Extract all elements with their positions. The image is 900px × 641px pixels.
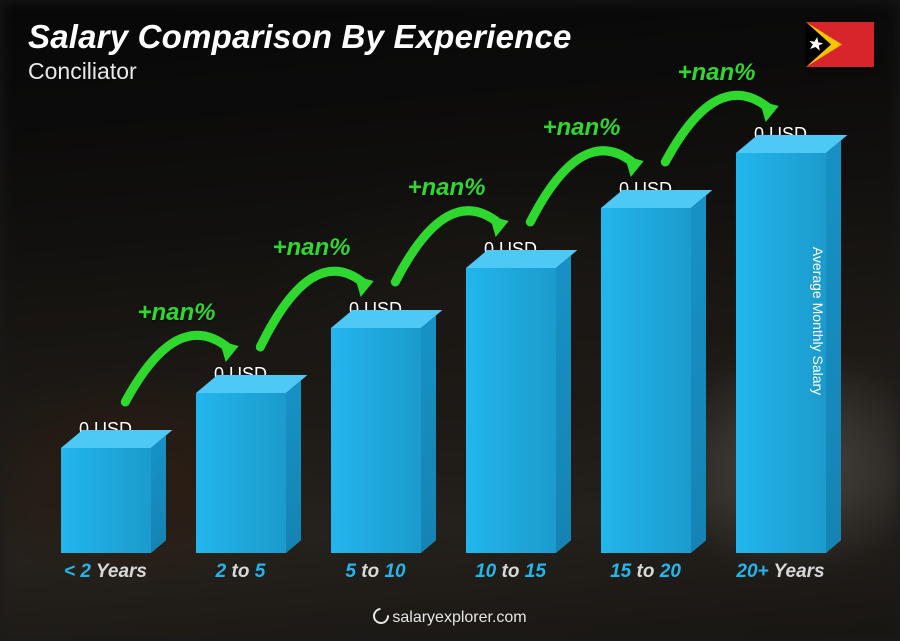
chart-title: Salary Comparison By Experience xyxy=(28,18,572,56)
x-label: 20+ Years xyxy=(713,561,848,583)
bars-container: 0 USD0 USD0 USD0 USD0 USD0 USD xyxy=(38,97,848,553)
country-flag-icon xyxy=(806,22,874,67)
header: Salary Comparison By Experience Concilia… xyxy=(28,18,572,85)
bar-front xyxy=(196,393,286,553)
footer-credit: salaryexplorer.com xyxy=(0,608,900,627)
bar-col-5: 0 USD xyxy=(713,124,848,553)
x-label: 5 to 10 xyxy=(308,561,443,583)
bar-side xyxy=(691,195,706,553)
bar-3d xyxy=(196,393,286,553)
bar-front xyxy=(331,328,421,553)
bar-col-3: 0 USD xyxy=(443,239,578,553)
bar-front xyxy=(601,208,691,553)
footer-text: salaryexplorer.com xyxy=(392,609,526,626)
bar-side xyxy=(151,435,166,553)
bar-col-2: 0 USD xyxy=(308,299,443,553)
x-label: < 2 Years xyxy=(38,561,173,583)
bar-side xyxy=(826,140,841,553)
bar-side xyxy=(286,380,301,553)
bar-side xyxy=(421,315,436,553)
bar-side xyxy=(556,255,571,553)
bar-col-1: 0 USD xyxy=(173,364,308,553)
logo-icon xyxy=(370,605,393,628)
x-label: 15 to 20 xyxy=(578,561,713,583)
bar-3d xyxy=(601,208,691,553)
bar-col-4: 0 USD xyxy=(578,179,713,553)
x-axis-labels: < 2 Years2 to 55 to 1010 to 1515 to 2020… xyxy=(38,561,848,583)
bar-chart: 0 USD0 USD0 USD0 USD0 USD0 USD +nan%+nan… xyxy=(38,97,848,577)
x-label: 10 to 15 xyxy=(443,561,578,583)
bar-3d xyxy=(331,328,421,553)
bar-3d xyxy=(61,448,151,553)
bar-col-0: 0 USD xyxy=(38,419,173,553)
bar-front xyxy=(466,268,556,553)
bar-front xyxy=(61,448,151,553)
chart-subtitle: Conciliator xyxy=(28,58,572,85)
bar-3d xyxy=(466,268,556,553)
x-label: 2 to 5 xyxy=(173,561,308,583)
y-axis-label: Average Monthly Salary xyxy=(810,246,826,394)
